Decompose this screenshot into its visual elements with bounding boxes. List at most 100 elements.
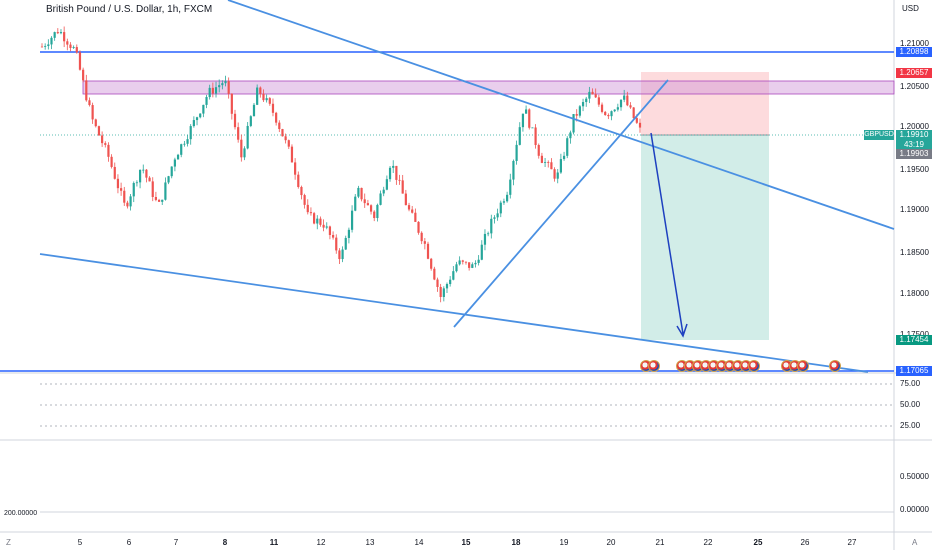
price-tick: 1.18000 <box>900 289 929 298</box>
candle-down <box>594 94 597 98</box>
time-label: 7 <box>173 538 179 547</box>
candle-up <box>161 199 164 202</box>
candle-up <box>164 182 167 200</box>
candle-up <box>581 102 585 107</box>
candle-down <box>319 218 322 225</box>
candle-down <box>433 268 436 280</box>
time-label: 22 <box>703 538 713 547</box>
candle-down <box>306 204 309 213</box>
price-tick: 1.20500 <box>900 82 929 91</box>
price-tick: 1.21000 <box>900 39 929 48</box>
candle-down <box>69 44 72 48</box>
candle-up <box>610 111 613 117</box>
candle-down <box>420 232 423 242</box>
candle-down <box>78 52 82 70</box>
candle-up <box>502 201 506 203</box>
volume-tick: 0.50000 <box>900 472 929 481</box>
candle-up <box>173 159 176 167</box>
candle-up <box>518 127 521 145</box>
flag-event-icon[interactable] <box>748 360 760 372</box>
candle-down <box>271 103 275 113</box>
auto-scale-toggle[interactable]: A <box>912 538 918 547</box>
candle-up <box>316 218 319 224</box>
candle-up <box>499 202 502 214</box>
flag-event-icon[interactable] <box>797 360 809 372</box>
candle-up <box>256 87 259 105</box>
price-tick: 1.19000 <box>900 205 929 214</box>
candle-up <box>208 87 211 98</box>
candle-down <box>322 224 325 228</box>
candle-down <box>331 234 335 238</box>
candle-up <box>224 81 227 84</box>
price-tick: 1.19500 <box>900 165 929 174</box>
candle-down <box>113 166 116 179</box>
candle-up <box>44 45 47 47</box>
candle-up <box>569 132 572 139</box>
candle-up <box>357 187 360 197</box>
candle-up <box>354 196 357 211</box>
candle-down <box>638 122 642 128</box>
time-label: 20 <box>606 538 616 547</box>
candle-down <box>63 32 66 42</box>
candle-up <box>578 106 581 116</box>
flag-event-icon[interactable] <box>829 360 841 372</box>
symbol-title[interactable]: British Pound / U.S. Dollar, 1h, FXCM <box>46 4 213 15</box>
candle-up <box>490 218 493 234</box>
candle-up <box>452 271 455 280</box>
candle-up <box>350 210 354 230</box>
candle-up <box>183 143 186 145</box>
candle-down <box>126 202 129 207</box>
candle-down <box>101 135 104 144</box>
candle-up <box>202 104 205 114</box>
candle-up <box>205 97 208 105</box>
time-label: 19 <box>559 538 569 547</box>
candle-up <box>449 279 452 285</box>
candle-down <box>426 243 430 259</box>
candle-down <box>411 209 414 213</box>
candle-up <box>325 226 328 228</box>
support-price-badge: 1.17065 <box>896 366 932 376</box>
candle-down <box>439 286 442 297</box>
candle-up <box>167 176 170 183</box>
candle-down <box>430 258 433 269</box>
time-label: 6 <box>126 538 132 547</box>
candle-down <box>300 186 303 196</box>
candle-up <box>50 37 53 45</box>
stop-price-badge: 1.20657 <box>896 68 932 78</box>
candle-down <box>328 226 332 235</box>
candle-down <box>534 127 537 146</box>
ask-price-badge: 1.19903 <box>896 149 932 159</box>
candle-down <box>575 114 578 116</box>
candle-up <box>47 44 50 46</box>
candle-up <box>341 249 344 260</box>
candle-up <box>392 165 395 168</box>
timezone-toggle[interactable]: Z <box>6 538 11 547</box>
candle-down <box>97 126 101 136</box>
candle-up <box>376 204 379 219</box>
candle-up <box>243 148 246 158</box>
candle-up <box>221 83 224 86</box>
candle-up <box>477 259 480 263</box>
candle-down <box>294 162 297 175</box>
candle-down <box>262 93 265 101</box>
candle-down <box>154 196 158 200</box>
flag-event-icon[interactable] <box>648 360 660 372</box>
candle-down <box>145 169 148 178</box>
candle-up <box>195 117 199 121</box>
candle-down <box>259 87 262 94</box>
candle-up <box>572 114 575 133</box>
volume-left-label: 200.00000 <box>4 510 38 517</box>
price-tick: 1.17500 <box>900 330 929 340</box>
candle-up <box>344 237 347 250</box>
candle-up <box>132 183 135 197</box>
candle-down <box>363 199 366 204</box>
candle-up <box>189 126 192 140</box>
candle-down <box>528 109 531 128</box>
candle-down <box>151 181 154 197</box>
time-label: 27 <box>847 538 857 547</box>
candle-up <box>252 104 256 117</box>
candle-up <box>559 159 562 173</box>
candle-up <box>566 138 569 156</box>
candle-up <box>199 113 202 118</box>
